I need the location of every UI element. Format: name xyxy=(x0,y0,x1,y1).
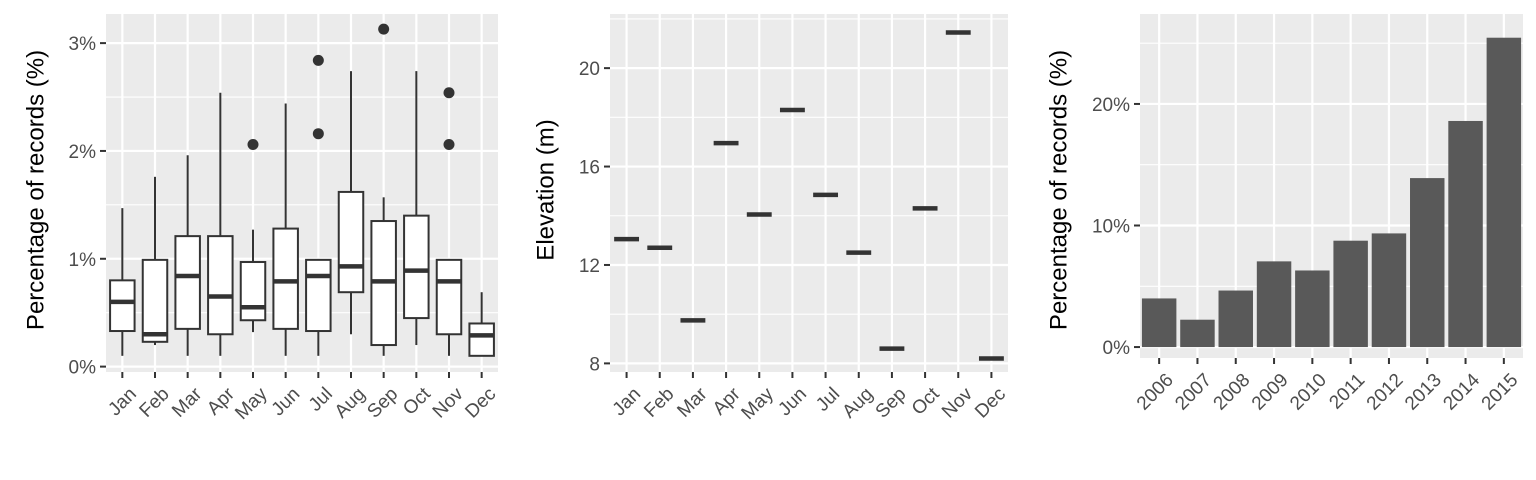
y-tick-label: 12 xyxy=(579,256,600,277)
x-tick-label: Mar xyxy=(168,383,206,421)
y-axis-title: Percentage of records (%) xyxy=(22,50,49,330)
panel-background xyxy=(610,14,1008,372)
outlier-point xyxy=(443,138,455,150)
bar-2012 xyxy=(1371,233,1407,348)
x-tick-label: Jul xyxy=(305,384,337,416)
bar-2014 xyxy=(1448,120,1483,348)
box-jun xyxy=(272,227,299,330)
y-tick-label: 20 xyxy=(579,59,600,80)
x-tick-label: Jul xyxy=(812,384,844,416)
y-tick-label: 10% xyxy=(1092,217,1130,238)
x-tick-label: 2009 xyxy=(1248,370,1293,415)
bar-2009 xyxy=(1256,261,1292,348)
x-tick-label: Nov xyxy=(938,383,977,422)
bar-2010 xyxy=(1295,270,1330,348)
x-tick-label: Aug xyxy=(331,384,370,423)
bar-2007 xyxy=(1180,319,1215,348)
bar-2006 xyxy=(1141,298,1177,348)
x-tick-label: Oct xyxy=(399,383,435,419)
y-tick-label: 2% xyxy=(69,142,97,163)
x-tick-label: Feb xyxy=(640,384,678,422)
y-tick-label: 16 xyxy=(579,158,600,179)
x-tick-label: 2008 xyxy=(1210,370,1255,415)
x-tick-label: 2015 xyxy=(1478,370,1523,415)
y-tick-label: 0% xyxy=(1103,338,1131,359)
yearly-record-percentage-bar-chart: 0% 10% 20% 20062007200820092010201120122013… xyxy=(1045,14,1523,414)
x-tick-label: Oct xyxy=(908,383,944,419)
x-tick-label: 2010 xyxy=(1286,370,1331,415)
x-tick-label: 2007 xyxy=(1171,370,1216,415)
x-tick-label: Dec xyxy=(462,384,501,423)
box-jan xyxy=(109,279,136,333)
y-tick-label: 8 xyxy=(589,354,600,375)
outlier-point xyxy=(312,54,324,66)
box-mar xyxy=(174,235,201,330)
x-tick-label: Sep xyxy=(363,384,402,423)
outlier-point xyxy=(312,128,324,140)
x-tick-label: 2014 xyxy=(1439,369,1484,414)
x-tick-label: Jan xyxy=(609,384,646,421)
box-jul xyxy=(305,258,332,333)
y-axis-title: Percentage of records (%) xyxy=(1045,50,1072,330)
y-tick-label: 20% xyxy=(1092,95,1130,116)
x-tick-label: Apr xyxy=(709,383,745,419)
x-tick-label: 2011 xyxy=(1325,370,1369,414)
x-tick-label: Apr xyxy=(203,383,239,419)
box-aug xyxy=(337,190,365,294)
bar-2015 xyxy=(1486,37,1522,348)
x-tick-label: Feb xyxy=(136,384,174,422)
y-tick-label: 3% xyxy=(69,34,97,55)
box-feb xyxy=(141,258,169,343)
x-tick-label: May xyxy=(738,383,779,424)
x-tick-label: Jun xyxy=(774,384,811,421)
bar-2011 xyxy=(1333,240,1368,348)
x-tick-label: Sep xyxy=(872,384,911,423)
box-apr xyxy=(207,235,234,336)
outlier-point xyxy=(247,138,259,150)
x-tick-label: Mar xyxy=(674,383,712,421)
box-dec xyxy=(468,322,495,357)
box-may xyxy=(239,261,267,322)
box-oct xyxy=(403,214,430,320)
x-tick-label: Dec xyxy=(971,384,1010,423)
outlier-point xyxy=(378,23,390,35)
x-tick-label: 2013 xyxy=(1401,370,1446,415)
bar-2008 xyxy=(1218,290,1253,348)
x-tick-label: 2006 xyxy=(1133,370,1178,415)
y-tick-label: 0% xyxy=(69,358,97,379)
bar-2013 xyxy=(1410,178,1445,348)
y-axis-title: Elevation (m) xyxy=(532,119,559,260)
x-tick-label: Aug xyxy=(839,384,878,423)
x-tick-label: 2012 xyxy=(1363,370,1408,415)
x-tick-label: Jan xyxy=(104,384,141,421)
box-nov xyxy=(435,258,463,336)
x-tick-label: May xyxy=(231,383,272,424)
x-tick-label: Nov xyxy=(429,383,468,422)
y-tick-label: 1% xyxy=(69,250,97,271)
outlier-point xyxy=(443,87,455,99)
x-tick-label: Jun xyxy=(268,384,305,421)
